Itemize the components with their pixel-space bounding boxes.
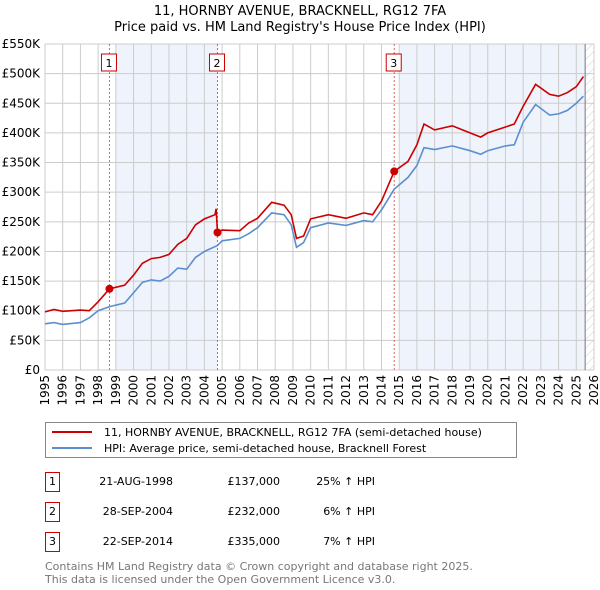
sale-hpi-diff: 6% ↑ HPI [323,505,375,518]
sale-label: 2 [213,57,220,70]
footer-licence: This data is licensed under the Open Gov… [45,573,396,586]
sale-price: £137,000 [227,475,281,488]
x-tick-label: 1997 [73,375,87,406]
x-tick-label: 2016 [410,375,424,406]
x-tick-label: 2002 [162,375,176,406]
x-tick-label: 2011 [321,375,335,406]
sale-date: 21-AUG-1998 [99,475,173,488]
x-tick-label: 2009 [286,375,300,406]
legend-item-property: 11, HORNBY AVENUE, BRACKNELL, RG12 7FA (… [46,424,482,440]
x-tick-label: 2010 [304,375,318,406]
sale-date: 22-SEP-2014 [102,535,173,548]
legend-item-hpi: HPI: Average price, semi-detached house,… [46,440,426,456]
x-tick-label: 2003 [180,375,194,406]
y-tick-label: £450K [2,96,42,110]
legend: 11, HORNBY AVENUE, BRACKNELL, RG12 7FA (… [45,422,517,458]
y-tick-label: £350K [2,156,42,170]
property-price-line [44,76,585,313]
x-tick-label: 2023 [534,375,548,406]
y-tick-label: £150K [2,274,42,288]
table-row: 2 28-SEP-2004 £232,000 6% ↑ HPI [45,502,445,522]
forecast-hatch [585,44,594,370]
x-tick-label: 2015 [392,375,406,406]
x-tick-label: 1995 [38,375,52,406]
sale-label: 1 [105,57,112,70]
sale-number-badge: 2 [45,502,60,522]
y-tick-label: £400K [2,126,42,140]
x-tick-label: 1999 [109,375,123,406]
legend-label: 11, HORNBY AVENUE, BRACKNELL, RG12 7FA (… [104,425,482,439]
shaded-period [399,44,586,370]
y-tick-label: £0 [25,363,40,377]
x-tick-label: 2012 [339,375,353,406]
chart-title: 11, HORNBY AVENUE, BRACKNELL, RG12 7FA [153,4,447,19]
x-tick-label: 2018 [445,375,459,406]
sale-point [390,167,399,176]
footer-copyright: Contains HM Land Registry data © Crown c… [45,560,473,573]
sale-date: 28-SEP-2004 [102,505,173,518]
sale-label-box [208,53,225,72]
x-tick-label: 2021 [498,375,512,406]
legend-swatch-blue [52,447,92,449]
x-tick-label: 1996 [56,375,70,406]
sale-point [105,284,114,293]
y-tick-label: £250K [2,215,42,229]
x-tick-label: 2007 [251,375,265,406]
sale-price: £335,000 [227,535,281,548]
sale-label: 3 [390,57,397,70]
x-tick-label: 2017 [428,375,442,406]
legend-swatch-red [52,431,92,433]
y-tick-label: £50K [9,333,41,347]
sale-price: £232,000 [227,505,281,518]
x-tick-label: 2000 [127,375,141,406]
table-row: 3 22-SEP-2014 £335,000 7% ↑ HPI [45,532,445,552]
sale-number-badge: 3 [45,532,60,552]
table-row: 1 21-AUG-1998 £137,000 25% ↑ HPI [45,472,445,492]
x-tick-label: 2013 [357,375,371,406]
sale-point [213,228,222,237]
y-tick-label: £500K [2,67,42,81]
hpi-line [44,95,584,326]
y-tick-label: £300K [2,185,42,199]
x-tick-label: 2025 [569,375,583,406]
y-tick-label: £100K [2,304,42,318]
y-tick-label: £200K [2,244,42,258]
x-tick-label: 2004 [197,375,211,406]
x-tick-label: 2022 [516,375,530,406]
x-tick-label: 2001 [144,375,158,406]
x-tick-label: 1998 [91,375,105,406]
x-tick-label: 2020 [481,375,495,406]
x-tick-label: 2024 [552,375,566,406]
footer: Contains HM Land Registry data © Crown c… [45,560,473,586]
x-tick-label: 2014 [374,375,388,406]
sale-label-box [385,53,402,72]
x-tick-label: 2008 [268,375,282,406]
sale-hpi-diff: 7% ↑ HPI [323,535,375,548]
x-tick-label: 2019 [463,375,477,406]
sale-label-box [100,53,117,72]
shaded-period [115,44,218,370]
y-tick-label: £550K [2,37,42,51]
sale-hpi-diff: 25% ↑ HPI [316,475,375,488]
x-tick-label: 2006 [233,375,247,406]
legend-label: HPI: Average price, semi-detached house,… [104,441,427,455]
price-chart: 1995 1996 1997 1998 1999 2000 2001 2002 2003 2004… [2,37,600,406]
x-tick-label: 2026 [587,375,600,406]
chart-subtitle: Price paid vs. HM Land Registry's House … [114,20,486,35]
x-tick-label: 2005 [215,375,229,406]
sale-number-badge: 1 [45,472,60,492]
